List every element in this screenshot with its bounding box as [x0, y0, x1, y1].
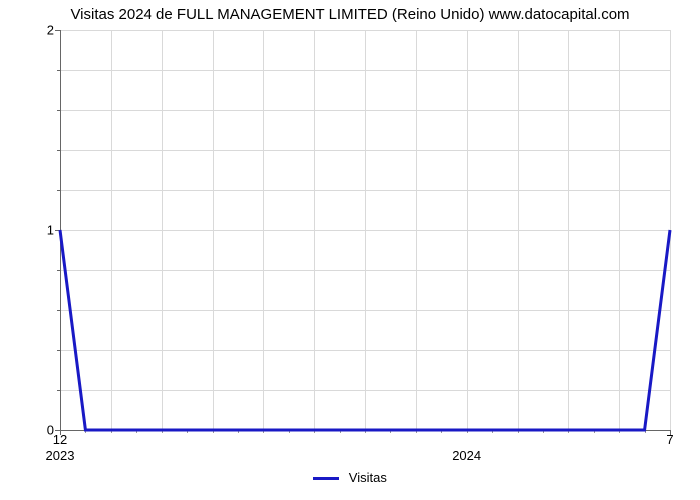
x-secondary-label: 2023 [46, 448, 75, 463]
x-tick-label: 12 [53, 432, 67, 447]
series-visitas [60, 30, 670, 430]
x-secondary-label: 2024 [452, 448, 481, 463]
y-tick-label: 0 [32, 423, 54, 438]
legend-label: Visitas [349, 470, 387, 485]
legend: Visitas [0, 470, 700, 485]
plot-area: 01212720232024 [60, 30, 670, 430]
x-tick-label: 7 [666, 432, 673, 447]
y-tick-label: 2 [32, 23, 54, 38]
grid-line-v [670, 30, 671, 430]
y-tick-label: 1 [32, 223, 54, 238]
legend-swatch [313, 477, 339, 480]
chart-title: Visitas 2024 de FULL MANAGEMENT LIMITED … [0, 6, 700, 23]
